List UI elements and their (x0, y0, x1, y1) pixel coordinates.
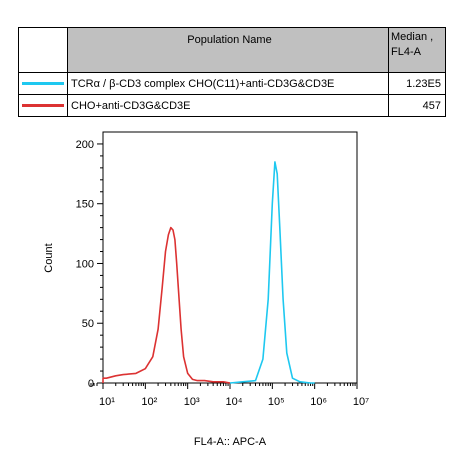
plot-frame (102, 131, 358, 384)
x-tick-label: 10¹ (99, 396, 115, 408)
legend-header-median-param: FL4-A (391, 46, 421, 58)
plot-series (102, 161, 315, 384)
legend-row-median: 1.23E5 (388, 72, 446, 95)
legend-row-name: TCRα / β-CD3 complex CHO(C11)+anti-CD3G&… (67, 72, 389, 95)
x-axis-label: FL4-A:: APC-A (194, 436, 267, 448)
y-tick-label: 200 (76, 139, 94, 151)
legend-table: Population Name Median , FL4-A TCRα / β-… (18, 27, 446, 117)
legend-header-swatch-cell (18, 27, 68, 73)
legend-swatch-cyan (22, 82, 64, 85)
series-line-cho (102, 226, 231, 384)
x-tick-label: 10³ (184, 396, 200, 408)
x-tick-label: 10² (141, 396, 157, 408)
legend-header-median-label: Median , (391, 31, 434, 43)
y-tick-label: 100 (76, 258, 94, 270)
y-axis-label: Count (43, 243, 55, 272)
x-tick-label: 10⁷ (353, 396, 369, 408)
x-tick-label: 10⁶ (310, 396, 327, 408)
y-tick-label: 50 (82, 318, 94, 330)
legend-row-name: CHO+anti-CD3G&CD3E (67, 94, 389, 117)
x-tick-label: 10⁵ (268, 396, 285, 408)
legend-row-cho: CHO+anti-CD3G&CD3E 457 (18, 94, 446, 117)
y-tick-label: 150 (76, 199, 94, 211)
legend-swatch-red (22, 104, 64, 107)
legend-row-tcr: TCRα / β-CD3 complex CHO(C11)+anti-CD3G&… (18, 72, 446, 95)
legend-row-median: 457 (388, 94, 446, 117)
legend-header-median: Median , FL4-A (388, 27, 446, 73)
plot-axes (90, 131, 358, 389)
x-tick-label: 10⁴ (226, 396, 243, 408)
series-line-tcr (229, 161, 315, 384)
y-tick-label: 0 (88, 378, 94, 390)
